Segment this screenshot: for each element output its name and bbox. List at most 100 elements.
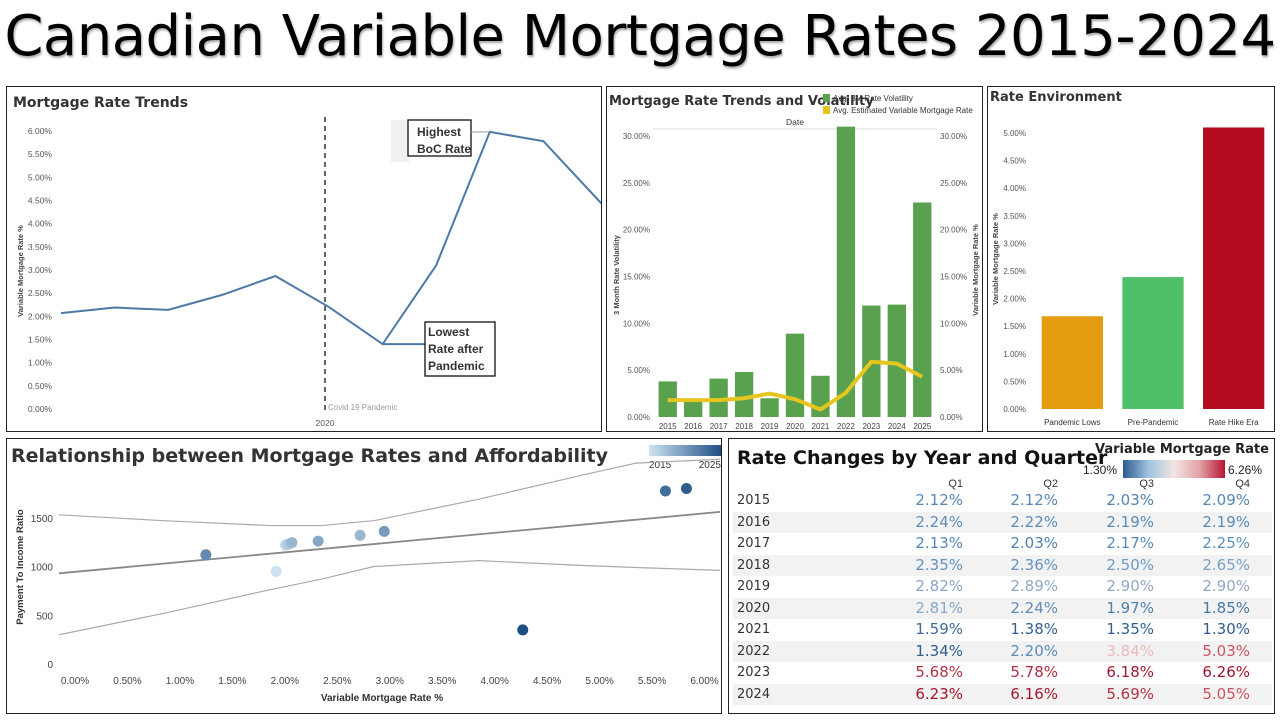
rate-cell: 2.17% (1106, 534, 1154, 552)
y-tick-label: 2.00% (28, 311, 53, 321)
rate-cell: 1.35% (1106, 620, 1154, 638)
rate-cell: 6.16% (1010, 684, 1058, 703)
rate-cell: 5.03% (1202, 641, 1250, 660)
mortgage-rate-trends-panel: Mortgage Rate Trends 0.00% 0.50% 1.00% 1.50… (6, 86, 602, 432)
y-tick-label: 2.00% (1003, 295, 1026, 304)
y-tick-label: 2.50% (28, 288, 53, 298)
scatter-point (680, 483, 692, 494)
y-tick-label: 1.00% (1003, 350, 1026, 359)
y-tick-label: 0 (47, 660, 53, 671)
rate-cell: 2.24% (915, 512, 963, 531)
y-tick-label: 1000 (31, 563, 54, 574)
rate-cell: 2.03% (1106, 491, 1154, 509)
rate-cell: 2.35% (915, 555, 963, 574)
page-title: Canadian Variable Mortgage Rates 2015-20… (4, 4, 1276, 69)
y-axis-label-right: Variable Mortgage Rate % (971, 224, 980, 316)
x-tick-label: 3.50% (428, 676, 456, 687)
x-tick-label: 1.00% (166, 676, 194, 687)
y-tick-label: 1500 (31, 514, 54, 525)
scatter-point (378, 525, 390, 537)
rate-cell: 1.85% (1202, 598, 1250, 617)
year-legend-max: 2025 (699, 460, 722, 471)
environment-bar (1203, 127, 1265, 410)
rate-cell: 5.68% (915, 663, 963, 681)
x-tick-label: 2015 (659, 422, 677, 431)
year-label: 2016 (737, 514, 771, 530)
y-tick-label-right: 20.00% (940, 226, 967, 235)
y-tick-label: 0.00% (28, 404, 53, 414)
environment-bar (1122, 277, 1184, 409)
y-tick-label: 0.50% (1003, 377, 1026, 386)
volatility-bar (760, 398, 779, 417)
x-tick-label: 2025 (913, 422, 931, 431)
x-tick-label: 0.50% (113, 676, 141, 687)
environment-chart: 0.00% 0.50% 1.00% 1.50% 2.00% 2.50% 3.00% 3.50%… (991, 127, 1265, 427)
y-tick-label: 3.50% (1003, 212, 1026, 221)
rate-cell: 2.22% (1010, 512, 1058, 531)
x-tick-label: 2.50% (323, 676, 351, 687)
y-tick-label: 1.50% (1003, 322, 1026, 331)
y-tick-label: 20.00% (623, 226, 650, 235)
volatility-bar (684, 400, 703, 417)
confidence-band-lower (58, 560, 721, 636)
volatility-chart: Avg. 3M Rate Volatility Avg. Estimated Va… (612, 94, 980, 431)
rate-cell: 2.25% (1202, 534, 1250, 552)
year-label: 2019 (737, 579, 771, 594)
x-axis-label: Variable Mortgage Rate % (321, 693, 443, 704)
year-label: 2015 (737, 493, 771, 508)
rate-cell: 5.78% (1010, 663, 1058, 681)
row-band (733, 597, 1272, 619)
quarter-header: Q3 (1139, 478, 1154, 490)
y-tick-label-right: 30.00% (940, 132, 967, 141)
year-legend-bar (649, 445, 721, 456)
rate-trend-line (60, 130, 601, 346)
rate-cell: 2.82% (915, 577, 963, 595)
y-tick-label: 3.50% (28, 242, 53, 252)
rate-cell: 2.89% (1010, 577, 1058, 595)
x-tick-label: 4.50% (533, 676, 561, 687)
y-tick-label: 0.00% (1003, 405, 1026, 414)
y-tick-label-right: 15.00% (940, 273, 967, 282)
y-tick-label: 4.50% (28, 196, 53, 206)
x-tick-label: 2024 (888, 422, 906, 431)
volatility-bar (709, 378, 728, 417)
y-axis-label: Variable Mortgage Rate % (991, 213, 1000, 305)
year-legend-min: 2015 (649, 460, 672, 471)
covid-annotation: Covid 19 Pandemic (328, 403, 397, 412)
y-tick-label: 500 (36, 611, 53, 622)
volatility-bar (836, 126, 856, 417)
lowest-annotation: Rate after (428, 342, 484, 356)
rate-cell: 2.12% (1010, 491, 1058, 509)
y-tick-label: 15.00% (623, 273, 650, 282)
year-label: 2021 (737, 622, 771, 637)
x-tick-label: 3.00% (376, 676, 404, 687)
rate-cell: 2.13% (915, 534, 963, 552)
rate-cell: 2.03% (1010, 534, 1058, 552)
x-tick-label: 2018 (735, 422, 753, 431)
volatility-title: Mortgage Rate Trends and Volatility (609, 94, 874, 109)
x-tick-label: 5.00% (585, 676, 613, 687)
y-tick-label-right: 0.00% (940, 413, 963, 422)
y-tick-label: 5.50% (28, 149, 53, 159)
rate-cell: 3.84% (1106, 641, 1154, 660)
lowest-callout-box (424, 321, 496, 377)
year-label: 2022 (737, 643, 771, 659)
year-label: 2024 (737, 686, 771, 702)
lowest-annotation: Pandemic (428, 359, 485, 373)
y-tick-label: 6.00% (28, 126, 53, 136)
y-tick-label-right: 5.00% (940, 366, 963, 375)
x-tick-label: 1.50% (218, 676, 246, 687)
x-tick-label: 6.00% (690, 676, 718, 687)
x-tick-label: 2019 (761, 422, 779, 431)
x-tick-label: 2.00% (271, 676, 299, 687)
row-band (733, 640, 1272, 662)
trend-line (58, 511, 721, 575)
y-axis-label-left: 3 Month Rate Volatility (612, 234, 621, 315)
year-label: 2017 (737, 536, 771, 551)
x-tick-label: 2021 (812, 422, 830, 431)
scatter-point (517, 624, 529, 636)
row-band (733, 683, 1272, 705)
highest-annotation: Highest (417, 125, 461, 139)
legend-swatch (823, 94, 830, 102)
x-tick-label: 4.00% (481, 676, 509, 687)
